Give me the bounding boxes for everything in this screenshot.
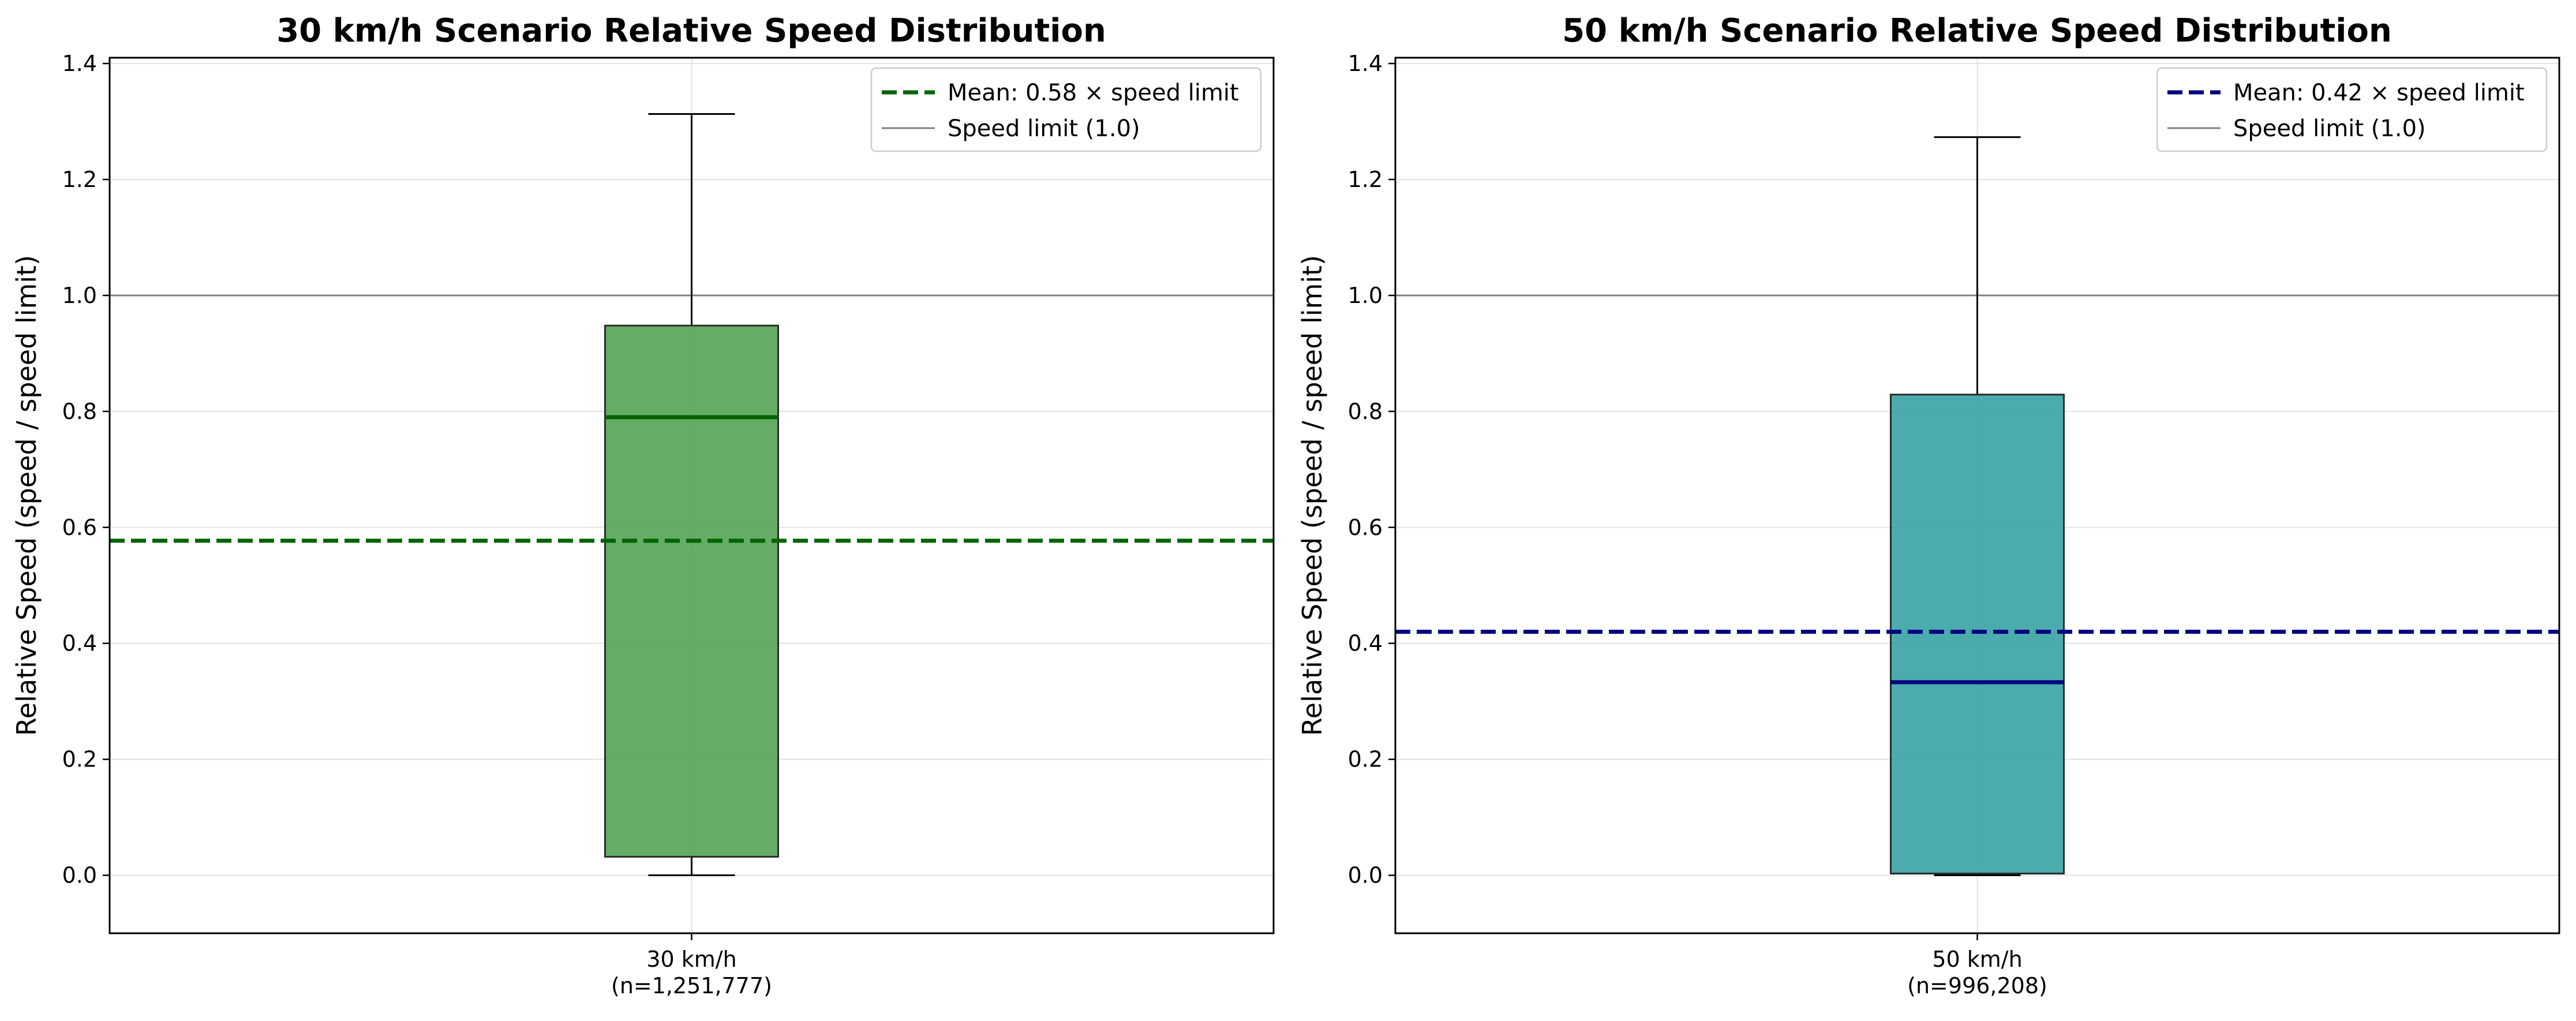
legend-frame <box>870 67 1262 152</box>
y-tick-label: 0.0 <box>62 863 97 888</box>
y-axis-label: Relative Speed (speed / speed limit) <box>1297 255 1328 736</box>
chart-title: 50 km/h Scenario Relative Speed Distribu… <box>1562 12 2392 50</box>
y-tick-label: 0.2 <box>1348 747 1383 772</box>
legend: Mean: 0.42 × speed limit Speed limit (1.0… <box>2156 67 2548 152</box>
y-tick-label: 0.6 <box>1348 515 1383 540</box>
chart-panel-2: 50 km/h Scenario Relative Speed Distribu… <box>1297 12 2560 998</box>
legend-frame <box>2156 67 2548 152</box>
y-tick-label: 0.8 <box>62 399 97 424</box>
y-tick-label: 0.0 <box>1348 863 1383 888</box>
x-tick-sample-size: (n=996,208) <box>1907 973 2047 998</box>
y-tick-label: 1.0 <box>1348 283 1383 308</box>
iqr-box <box>1890 394 2065 875</box>
y-tick-label: 0.8 <box>1348 399 1383 424</box>
x-tick-sample-size: (n=1,251,777) <box>611 973 772 998</box>
y-tick-label: 0.2 <box>62 747 97 772</box>
x-tick-label: 50 km/h <box>1932 947 2022 972</box>
legend-speed-limit-label: Speed limit (1.0) <box>2233 115 2426 142</box>
x-tick-label: 30 km/h <box>646 947 736 972</box>
y-tick-label: 0.4 <box>1348 631 1383 656</box>
legend-mean-label: Mean: 0.58 × speed limit <box>948 80 1239 106</box>
y-tick-label: 1.0 <box>62 283 97 308</box>
iqr-box <box>604 324 779 858</box>
legend-speed-limit-label: Speed limit (1.0) <box>948 115 1140 142</box>
chart-panel-1: 30 km/h Scenario Relative Speed Distribu… <box>11 12 1275 998</box>
y-tick-label: 1.4 <box>1348 51 1383 76</box>
y-axis-label: Relative Speed (speed / speed limit) <box>11 255 42 736</box>
legend-mean-label: Mean: 0.42 × speed limit <box>2233 80 2525 106</box>
y-tick-label: 1.2 <box>1348 167 1383 192</box>
y-tick-label: 0.6 <box>62 515 97 540</box>
y-tick-label: 1.2 <box>62 167 97 192</box>
y-tick-label: 1.4 <box>62 51 97 76</box>
chart-title: 30 km/h Scenario Relative Speed Distribu… <box>276 12 1106 50</box>
y-tick-label: 0.4 <box>62 631 97 656</box>
legend: Mean: 0.58 × speed limit Speed limit (1.0… <box>870 67 1262 152</box>
